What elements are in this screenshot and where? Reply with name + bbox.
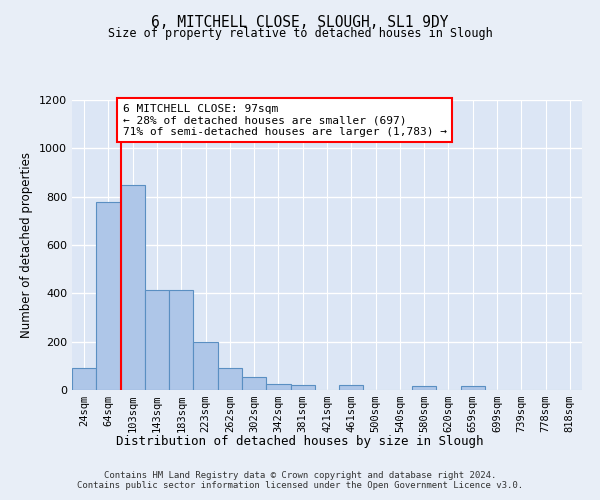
Bar [72,368,96,390]
Bar [218,368,242,390]
Bar [193,342,218,390]
Text: Distribution of detached houses by size in Slough: Distribution of detached houses by size … [116,435,484,448]
Text: 6 MITCHELL CLOSE: 97sqm
← 28% of detached houses are smaller (697)
71% of semi-d: 6 MITCHELL CLOSE: 97sqm ← 28% of detache… [122,104,446,137]
Bar [145,290,169,390]
Bar [339,385,364,390]
Text: Contains HM Land Registry data © Crown copyright and database right 2024.
Contai: Contains HM Land Registry data © Crown c… [77,470,523,490]
Bar [96,202,121,390]
Bar [266,384,290,390]
Bar [412,386,436,390]
Bar [461,386,485,390]
Text: Size of property relative to detached houses in Slough: Size of property relative to detached ho… [107,28,493,40]
Bar [121,184,145,390]
Bar [290,385,315,390]
Y-axis label: Number of detached properties: Number of detached properties [20,152,34,338]
Text: 6, MITCHELL CLOSE, SLOUGH, SL1 9DY: 6, MITCHELL CLOSE, SLOUGH, SL1 9DY [151,15,449,30]
Bar [169,290,193,390]
Bar [242,376,266,390]
